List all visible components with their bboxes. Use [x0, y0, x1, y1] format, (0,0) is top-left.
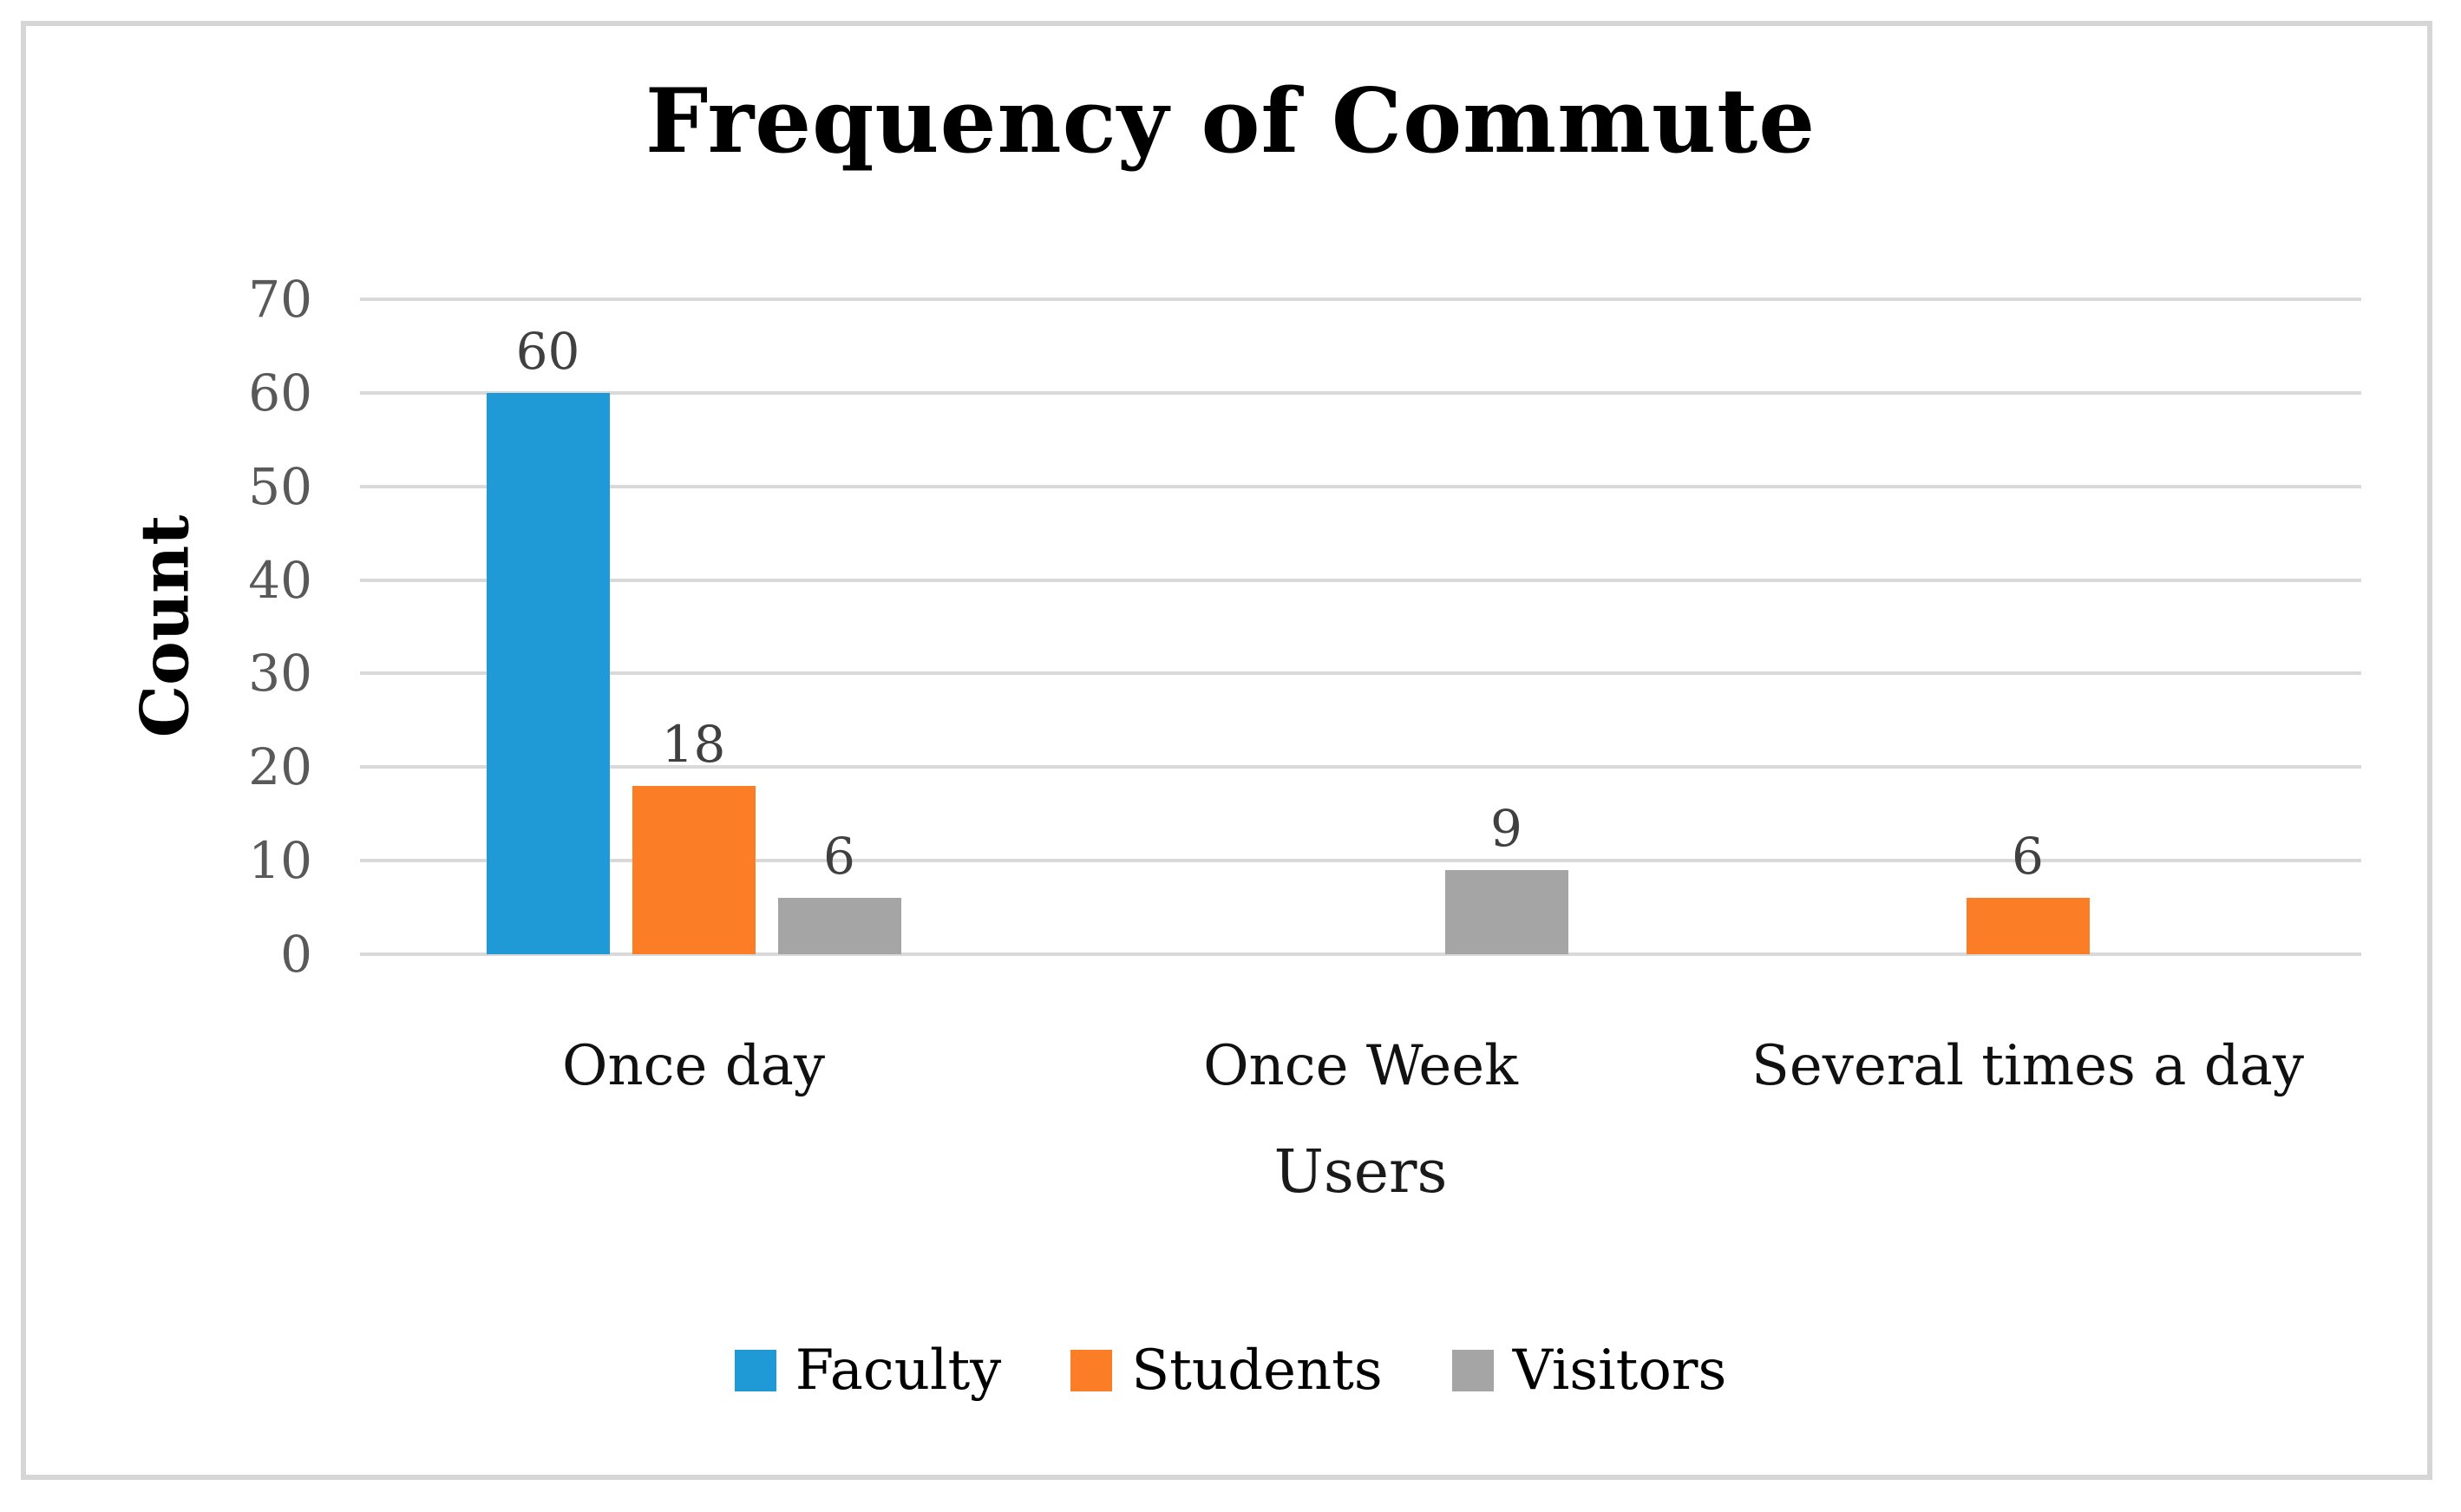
gridline-y-60 [360, 390, 2361, 395]
legend-label-faculty: Faculty [795, 1339, 1002, 1403]
legend-label-visitors: Visitors [1512, 1339, 1727, 1403]
x-axis-baseline [360, 952, 2361, 956]
x-axis-title: Users [1273, 1138, 1448, 1207]
y-tick-label-0: 0 [280, 925, 312, 984]
y-tick-label-30: 30 [248, 644, 312, 704]
bar-students-once-day [632, 785, 756, 954]
category-label-several-times-a-day: Several times a day [1751, 1034, 2305, 1098]
chart-title: Frequency of Commute [645, 69, 1816, 173]
y-axis-title: Count [126, 514, 204, 738]
data-label-faculty-once-day: 60 [515, 321, 580, 381]
y-tick-label-60: 60 [248, 363, 312, 422]
legend-swatch-students [1070, 1350, 1113, 1391]
gridline-y-30 [360, 671, 2361, 676]
gridline-y-70 [360, 298, 2361, 301]
gridline-y-10 [360, 859, 2361, 863]
figure-border [21, 21, 2432, 1480]
data-label-students-once-day: 18 [661, 714, 726, 774]
bar-visitors-once-week [1444, 869, 1568, 954]
gridline-y-20 [360, 765, 2361, 769]
legend-swatch-faculty [734, 1350, 776, 1391]
bar-students-several-times-a-day [1966, 898, 2090, 954]
bar-visitors-once-day [777, 898, 901, 954]
data-label-students-several-times-a-day: 6 [2012, 827, 2044, 887]
gridline-y-40 [360, 578, 2361, 582]
y-tick-label-70: 70 [248, 270, 312, 329]
bar-faculty-once-day [486, 392, 610, 954]
legend-item-visitors: Visitors [1451, 1339, 1727, 1403]
legend-label-students: Students [1131, 1339, 1383, 1403]
gridline-y-50 [360, 484, 2361, 488]
y-tick-label-20: 20 [248, 737, 312, 797]
chart-legend: Faculty Students Visitors [0, 1343, 2461, 1398]
y-tick-label-50: 50 [248, 456, 312, 516]
legend-swatch-visitors [1451, 1350, 1494, 1391]
category-label-once-week: Once Week [1203, 1034, 1518, 1098]
y-tick-label-10: 10 [248, 831, 312, 891]
data-label-visitors-once-week: 9 [1490, 798, 1522, 858]
y-tick-label-40: 40 [248, 550, 312, 610]
data-label-visitors-once-day: 6 [823, 827, 855, 887]
legend-item-faculty: Faculty [734, 1339, 1002, 1403]
legend-item-students: Students [1070, 1339, 1383, 1403]
category-label-once-day: Once day [561, 1034, 826, 1098]
